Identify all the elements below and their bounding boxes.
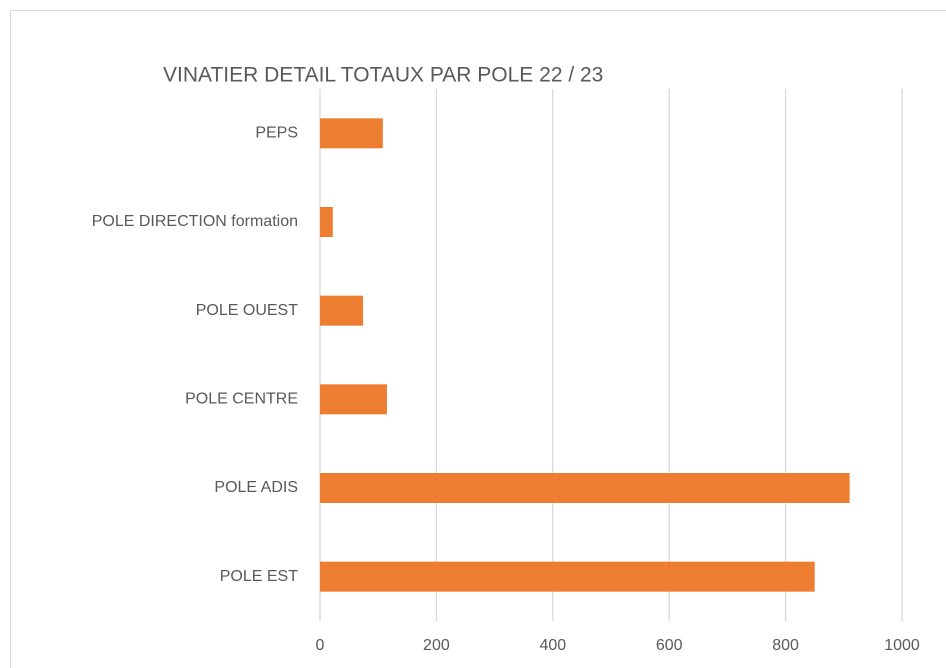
- x-tick-label: 800: [772, 637, 799, 654]
- y-tick-label: POLE DIRECTION formation: [92, 213, 298, 230]
- x-tick-label: 0: [316, 637, 325, 654]
- y-tick-label: POLE ADIS: [214, 479, 298, 496]
- y-tick-label: PEPS: [255, 125, 298, 142]
- x-tick-label: 400: [539, 637, 566, 654]
- y-tick-label: POLE EST: [220, 568, 298, 585]
- chart-border: [10, 10, 946, 668]
- bar: [320, 295, 364, 326]
- bar: [320, 473, 850, 503]
- bar: [320, 118, 383, 149]
- chart-title: VINATIER DETAIL TOTAUX PAR POLE 22 / 23: [163, 64, 603, 87]
- bar: [320, 561, 815, 592]
- x-tick-label: 1000: [884, 637, 920, 654]
- y-tick-label: POLE OUEST: [196, 302, 298, 319]
- x-tick-label: 600: [656, 637, 683, 654]
- bar: [320, 207, 333, 237]
- y-tick-label: POLE CENTRE: [185, 391, 298, 408]
- x-tick-label: 200: [423, 637, 450, 654]
- bar: [320, 384, 387, 415]
